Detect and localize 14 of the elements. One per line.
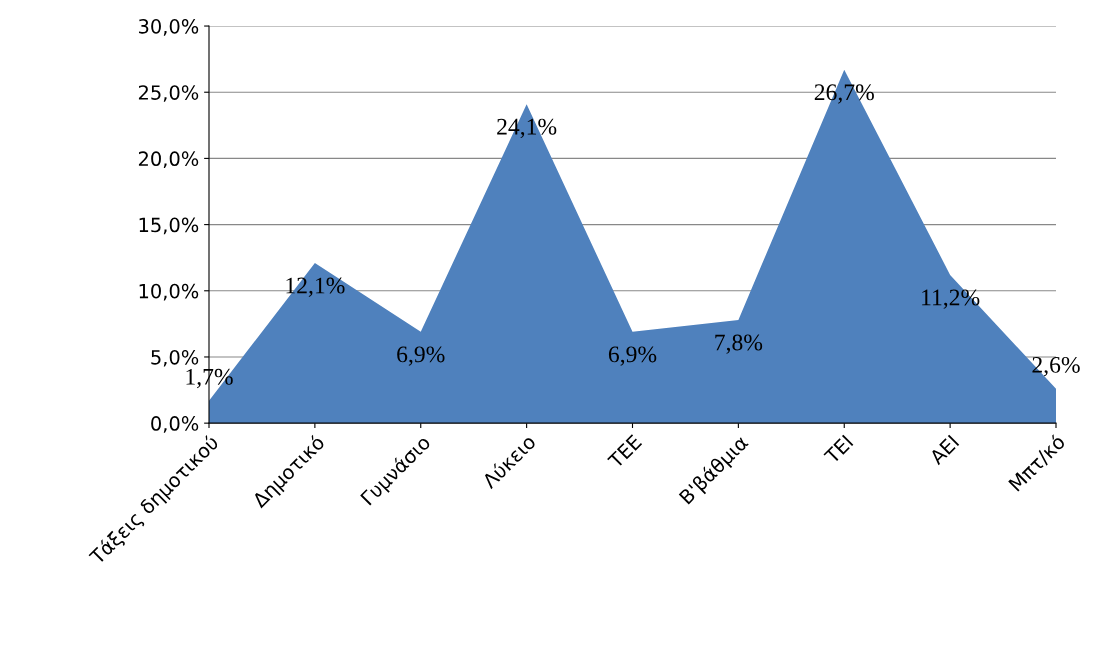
data-label: 7,8% [715, 334, 763, 354]
y-tick-label: 25,0% [138, 85, 199, 102]
x-tick-label: ΤΕΕ [607, 434, 643, 470]
data-label: 6,9% [608, 346, 657, 366]
data-label: 6,9% [397, 346, 445, 366]
x-tick-label: ΑΕΙ [928, 434, 960, 466]
y-tick-label: 15,0% [139, 217, 199, 235]
y-tick-label: 30,0% [138, 19, 199, 36]
y-tick-label: 20,0% [138, 151, 199, 169]
y-tick-label: 0,0% [151, 416, 199, 433]
data-label: 2,6% [1032, 356, 1080, 377]
x-tick-label: ΤΕΙ [823, 434, 854, 465]
y-tick-label: 10,0% [139, 283, 199, 301]
y-tick-label: 5,0% [151, 349, 199, 367]
